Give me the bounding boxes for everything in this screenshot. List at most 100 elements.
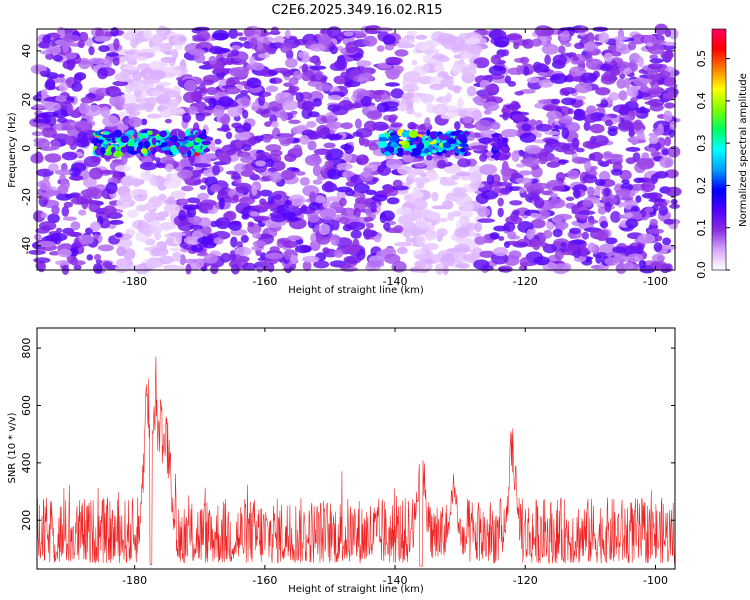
- heatmap-cell: [135, 263, 145, 275]
- heatmap-cell: [515, 163, 526, 168]
- heatmap-cell: [188, 134, 195, 138]
- heatmap-cell: [441, 150, 448, 154]
- heatmap-cell: [611, 168, 623, 176]
- heatmap-cell: [575, 27, 587, 33]
- heatmap-cell: [555, 172, 566, 182]
- heatmap-cell: [611, 51, 622, 57]
- heatmap-cell: [412, 186, 419, 196]
- heatmap-cell: [165, 163, 174, 173]
- heatmap-cell: [209, 45, 223, 55]
- heatmap-cell: [159, 130, 168, 138]
- heatmap-cell: [440, 255, 456, 267]
- heatmap-cell: [72, 109, 79, 117]
- heatmap-cell: [232, 66, 249, 78]
- heatmap-cell: [545, 138, 559, 144]
- y-tick-label: 20: [20, 93, 33, 107]
- heatmap-cell: [325, 121, 343, 129]
- heatmap-cell: [615, 188, 631, 197]
- heatmap-cell: [71, 162, 87, 172]
- heatmap-cell: [543, 104, 558, 112]
- heatmap-cell: [126, 209, 139, 218]
- heatmap-cell: [431, 149, 438, 154]
- heatmap-cell: [603, 52, 614, 63]
- heatmap-cell: [62, 216, 77, 221]
- heatmap-cell: [371, 194, 388, 202]
- heatmap-cell: [541, 43, 560, 55]
- heatmap-cell: [392, 142, 399, 148]
- heatmap-cell: [269, 246, 280, 253]
- heatmap-cell: [604, 257, 619, 266]
- heatmap-cell: [492, 146, 501, 151]
- heatmap-cell: [127, 129, 135, 136]
- heatmap-cell: [549, 156, 560, 162]
- heatmap-cell: [240, 234, 249, 243]
- heatmap-cell: [488, 29, 507, 41]
- heatmap-cell: [329, 45, 338, 55]
- heatmap-cell: [573, 188, 581, 199]
- heatmap-cell: [114, 72, 132, 82]
- heatmap-cell: [585, 58, 604, 70]
- colorbar-tick-label: 0.3: [695, 134, 708, 152]
- heatmap-cell: [271, 120, 279, 128]
- x-tick-label: -120: [513, 275, 538, 288]
- heatmap-cell: [160, 56, 177, 63]
- heatmap-cell: [103, 139, 108, 145]
- heatmap-cell: [610, 211, 621, 223]
- heatmap-cell: [154, 157, 161, 162]
- heatmap-cell: [413, 112, 423, 118]
- heatmap-cell: [208, 97, 217, 108]
- heatmap-cell: [327, 104, 342, 112]
- heatmap-cell: [385, 158, 403, 170]
- heatmap-cell: [618, 106, 630, 116]
- heatmap-cell: [312, 179, 323, 185]
- heatmap-cell: [445, 92, 452, 103]
- heatmap-cell: [665, 186, 682, 197]
- x-tick-label: -140: [383, 275, 408, 288]
- heatmap-cell: [330, 234, 340, 246]
- heatmap-cell: [408, 168, 416, 180]
- heatmap-cell: [105, 86, 120, 91]
- heatmap-cell: [241, 214, 250, 220]
- heatmap-cell: [149, 60, 164, 70]
- heatmap-cell: [48, 163, 59, 172]
- heatmap-cell: [294, 244, 312, 254]
- heatmap-cell: [459, 143, 469, 148]
- heatmap-cell: [54, 169, 73, 176]
- heatmap-cell: [597, 159, 604, 166]
- heatmap-cell: [155, 160, 162, 168]
- heatmap-cell: [340, 71, 349, 78]
- heatmap-cell: [284, 29, 291, 39]
- heatmap-cell: [34, 233, 42, 241]
- heatmap-cell: [407, 121, 417, 130]
- heatmap-cell: [116, 246, 126, 257]
- heatmap-cell: [258, 94, 265, 106]
- heatmap-cell: [110, 147, 116, 154]
- heatmap-cell: [653, 127, 665, 136]
- heatmap-cell: [423, 140, 430, 147]
- heatmap-cell: [32, 119, 51, 123]
- heatmap-cell: [362, 138, 370, 147]
- heatmap-cell: [234, 125, 246, 134]
- y-tick-label: 0: [20, 145, 33, 152]
- heatmap-cell: [192, 37, 207, 42]
- heatmap-cell: [414, 162, 427, 168]
- heatmap-cell: [353, 183, 370, 194]
- heatmap-cell: [534, 25, 552, 37]
- heatmap-cell: [616, 78, 626, 89]
- heatmap-cell: [61, 125, 70, 131]
- heatmap-cell: [179, 158, 190, 168]
- heatmap-cell: [583, 114, 598, 123]
- heatmap-cell: [60, 179, 70, 190]
- heatmap-cell: [161, 146, 170, 152]
- heatmap-cell: [469, 181, 480, 190]
- heatmap-cell: [468, 63, 478, 69]
- heatmap-cell: [538, 155, 548, 165]
- heatmap-cell: [230, 49, 240, 57]
- heatmap-cell: [122, 65, 139, 71]
- heatmap-cell: [580, 72, 597, 84]
- heatmap-cell: [37, 260, 46, 273]
- heatmap-cell: [171, 48, 179, 60]
- heatmap-cell: [382, 34, 396, 45]
- heatmap-cell: [365, 207, 372, 217]
- heatmap-cell: [38, 41, 51, 49]
